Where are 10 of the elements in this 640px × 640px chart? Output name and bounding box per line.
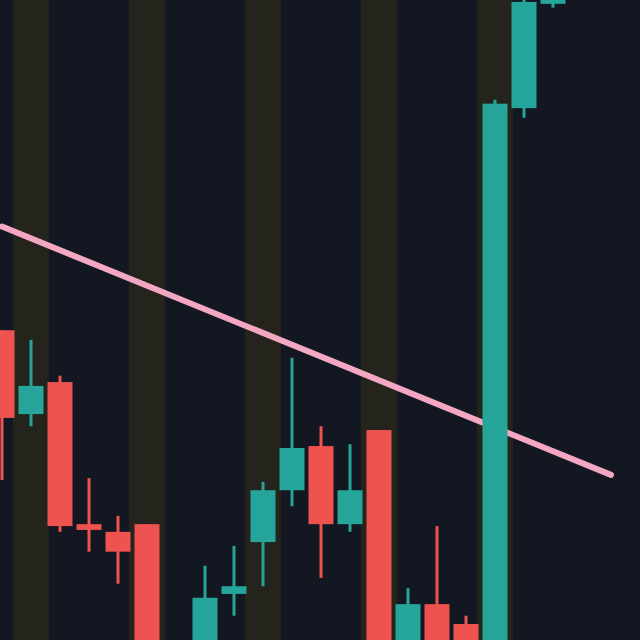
candlestick	[105, 514, 131, 586]
candlestick	[279, 356, 305, 508]
candlestick	[453, 614, 479, 640]
candlestick	[76, 476, 102, 554]
candlestick	[192, 564, 218, 640]
candlestick	[395, 586, 421, 640]
candlestick	[424, 524, 450, 640]
candlestick	[221, 544, 247, 618]
candlestick	[18, 338, 44, 428]
candlestick	[337, 442, 363, 534]
